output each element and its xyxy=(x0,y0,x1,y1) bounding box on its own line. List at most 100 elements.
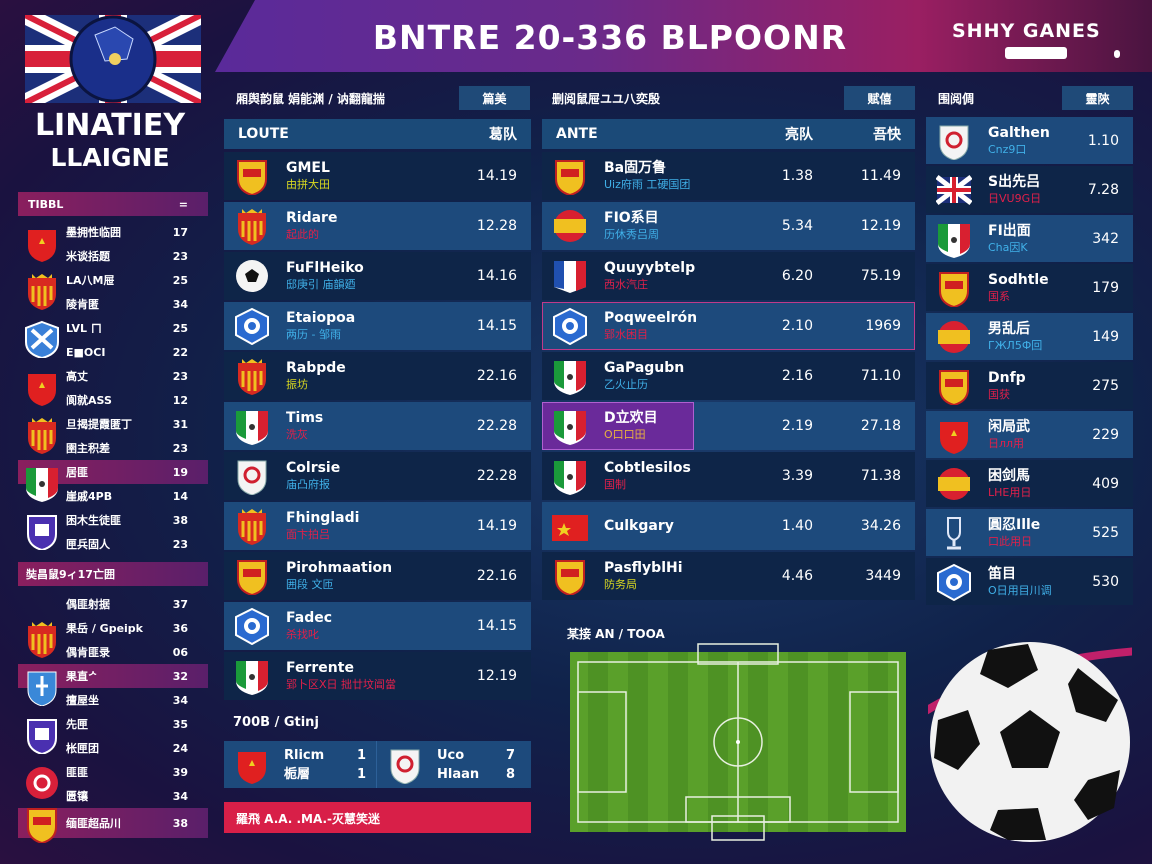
odds-value-1: 6.20 xyxy=(781,268,813,284)
team-name: FuFlHeiko xyxy=(286,260,364,276)
sidebar-item[interactable]: 匮镶 34 xyxy=(18,784,208,808)
table-row[interactable]: Dnfp 国获 275 xyxy=(926,362,1133,409)
sidebar-item[interactable]: 匪匪 39 xyxy=(18,760,208,799)
sidebar-item[interactable]: 旦揭提霞匿丁 31 xyxy=(18,412,208,454)
sidebar-item[interactable]: 偶肯匪录 06 xyxy=(18,640,208,664)
away-badge-icon xyxy=(387,746,423,784)
table-row[interactable]: Fhingladi 面卞拍吕 14.19 xyxy=(224,502,531,550)
table-row[interactable]: Colrsie 庙凸府报 22.28 xyxy=(224,452,531,500)
table-row[interactable]: 闲局武 日лл用 229 xyxy=(926,411,1133,458)
table-row[interactable]: Cobtlesilos 国制 3.39 71.38 xyxy=(542,452,915,500)
table-row[interactable]: D立欢目 O口口田 2.19 27.18 xyxy=(542,402,915,450)
sidebar-item[interactable]: LA八M屉 25 xyxy=(18,268,208,310)
team-info: Quuyybtelp 西水汽庄 xyxy=(604,260,753,292)
sidebar-item-label: 枨匣团 xyxy=(66,742,99,755)
flag-es-badge-icon xyxy=(936,318,972,356)
sidebar-item-count: 35 xyxy=(172,717,188,731)
sidebar-item-label: 擅屋坐 xyxy=(66,694,99,707)
team-name: GMEL xyxy=(286,160,330,176)
odds-value: 342 xyxy=(1092,230,1119,247)
sidebar-item[interactable]: 陵肯匿 34 xyxy=(18,292,208,316)
table-row[interactable]: Poqweelrón 郢水困目 2.10 1969 xyxy=(542,302,915,350)
col-v1: 亮队 xyxy=(785,127,813,143)
sidebar-header[interactable]: TIBBL = xyxy=(18,192,208,216)
odds-value: 22.16 xyxy=(476,568,517,584)
table-row[interactable]: GaPagubn 乙火止历 2.16 71.10 xyxy=(542,352,915,400)
table-row[interactable]: Sodhtle 国系 179 xyxy=(926,264,1133,311)
pitch-diagram xyxy=(570,643,906,841)
sidebar-item[interactable]: 阆就ASS 12 xyxy=(18,388,208,412)
table-row[interactable]: Culkgary 1.40 34.26 xyxy=(542,502,915,550)
sidebar-item[interactable]: 崖戚4PB 14 xyxy=(18,484,208,508)
sidebar-item[interactable]: 果直ᄼ 32 xyxy=(18,664,208,707)
table-row[interactable]: 笛目 O日用目川调 530 xyxy=(926,558,1133,605)
table-row[interactable]: 男乱后 ГЖЛ5Ф回 149 xyxy=(926,313,1133,360)
flag-it-icon xyxy=(24,464,58,502)
table-row[interactable]: Pirohmaation 囲段 文匝 22.16 xyxy=(224,552,531,600)
shield-yr-badge-icon xyxy=(234,157,270,195)
sidebar: TIBBL = 墨拥性临囲 17 米谈括题 23 LA八M屉 25 陵肯匿 34 LVL ㄇ 25 E■… xyxy=(18,192,208,845)
sidebar-item[interactable]: 困木生徒匪 38 xyxy=(18,508,208,552)
sidebar-item[interactable]: 擅屋坐 34 xyxy=(18,688,208,712)
table-row[interactable]: 圓忍Ille 口此用日 525 xyxy=(926,509,1133,556)
sidebar-item[interactable]: 匣兵固人 23 xyxy=(18,532,208,556)
odds-value-1: 4.46 xyxy=(781,568,813,584)
odds-value-2: 3449 xyxy=(865,568,901,584)
shield-red-icon xyxy=(24,224,56,262)
shield-yr-badge-icon xyxy=(552,157,588,195)
sidebar-item[interactable]: 居匪 19 xyxy=(18,460,208,502)
sidebar-item[interactable]: 果岳 / Gpeipk 36 xyxy=(18,616,208,658)
circle-red-icon xyxy=(24,764,58,800)
table-row[interactable]: Tims 洗灰 22.28 xyxy=(224,402,531,450)
sidebar-item[interactable]: 枨匣团 24 xyxy=(18,736,208,760)
table-row[interactable]: Galthen Cnz9口 1.10 xyxy=(926,117,1133,164)
table-row[interactable]: Rabpde 振坊 22.16 xyxy=(224,352,531,400)
panel3-button[interactable]: 靈陝 xyxy=(1062,86,1133,110)
table-row[interactable]: Etaiopoa 两历 - 邹雨 14.15 xyxy=(224,302,531,350)
team-name: 圓忍Ille xyxy=(988,516,1041,533)
alert-banner[interactable]: 羅飛 A.A. .MA.-灭慧笑迷 xyxy=(224,802,531,833)
odds-value: 14.19 xyxy=(476,518,517,534)
sidebar-item[interactable]: LVL ㄇ 25 xyxy=(18,316,208,360)
sidebar-item[interactable]: 偶匪射据 37 xyxy=(18,592,208,616)
col-name: LOUTE xyxy=(238,126,289,142)
table-row[interactable]: FuFlHeiko 邸庚引 庙韻廼 14.16 xyxy=(224,252,531,300)
match-card[interactable]: Rlicm 栀層 1 1 Uco Hlaan 7 8 xyxy=(224,741,531,788)
odds-value-2: 34.26 xyxy=(860,518,901,534)
sidebar-item-label: LA八M屉 xyxy=(66,274,115,287)
league-name-line1: LINATIEY xyxy=(34,108,186,143)
table-row[interactable]: Ferrente 郢卜区X日 拙廿坟阊當 12.19 xyxy=(224,652,531,700)
sidebar-item[interactable]: 墨拥性临囲 17 xyxy=(18,220,208,262)
sidebar-item-count: 24 xyxy=(172,741,188,755)
sidebar-item[interactable]: E■OCI 22 xyxy=(18,340,208,364)
flag-it-badge-icon xyxy=(936,220,972,258)
shield-red-icon xyxy=(24,368,56,406)
table-row[interactable]: FIO系目 历休秀吕周 5.34 12.19 xyxy=(542,202,915,250)
sidebar-item-count: 17 xyxy=(172,225,188,239)
sidebar-item[interactable]: 米谈括题 23 xyxy=(18,244,208,268)
panel2-button[interactable]: 赋僖 xyxy=(844,86,915,110)
table-row[interactable]: 困剑馬 LHE用日 409 xyxy=(926,460,1133,507)
panel1-button[interactable]: 篇美 xyxy=(459,86,530,110)
table-row[interactable]: S出先吕 日VU9G日 7.28 xyxy=(926,166,1133,213)
sidebar-item[interactable]: 先匣 35 xyxy=(18,712,208,756)
team-subtitle: 日VU9G日 xyxy=(988,191,1042,205)
sidebar-section-header[interactable]: 奘昌鼠9ィ17亡囲 xyxy=(18,562,208,586)
odds-value: 12.19 xyxy=(476,668,517,684)
team-subtitle: 郢卜区X日 拙廿坟阊當 xyxy=(286,678,397,691)
table-row[interactable]: Fadec 杀找叱 14.15 xyxy=(224,602,531,650)
team-info: Dnfp 国获 xyxy=(988,370,1092,402)
table-row[interactable]: FI出面 Cha因K 342 xyxy=(926,215,1133,262)
table-row[interactable]: GMEL 由拼大田 14.19 xyxy=(224,152,531,200)
menu-icon[interactable]: = xyxy=(178,197,188,211)
sidebar-footer[interactable]: 缅匪超品川 38 xyxy=(18,808,208,845)
team-name: Poqweelrón xyxy=(604,310,698,326)
table-row[interactable]: Ba固万鲁 Uiz府雨 工硬国团 1.38 11.49 xyxy=(542,152,915,200)
sidebar-item[interactable]: 圉主积差 23 xyxy=(18,436,208,460)
table-row[interactable]: Quuyybtelp 西水汽庄 6.20 75.19 xyxy=(542,252,915,300)
table-row[interactable]: PasflyblHi 防务局 4.46 3449 xyxy=(542,552,915,600)
sidebar-item[interactable]: 高丈 23 xyxy=(18,364,208,406)
table-row[interactable]: Ridare 起此的 12.28 xyxy=(224,202,531,250)
team-name: GaPagubn xyxy=(604,360,685,376)
search-pill[interactable] xyxy=(1005,47,1067,59)
